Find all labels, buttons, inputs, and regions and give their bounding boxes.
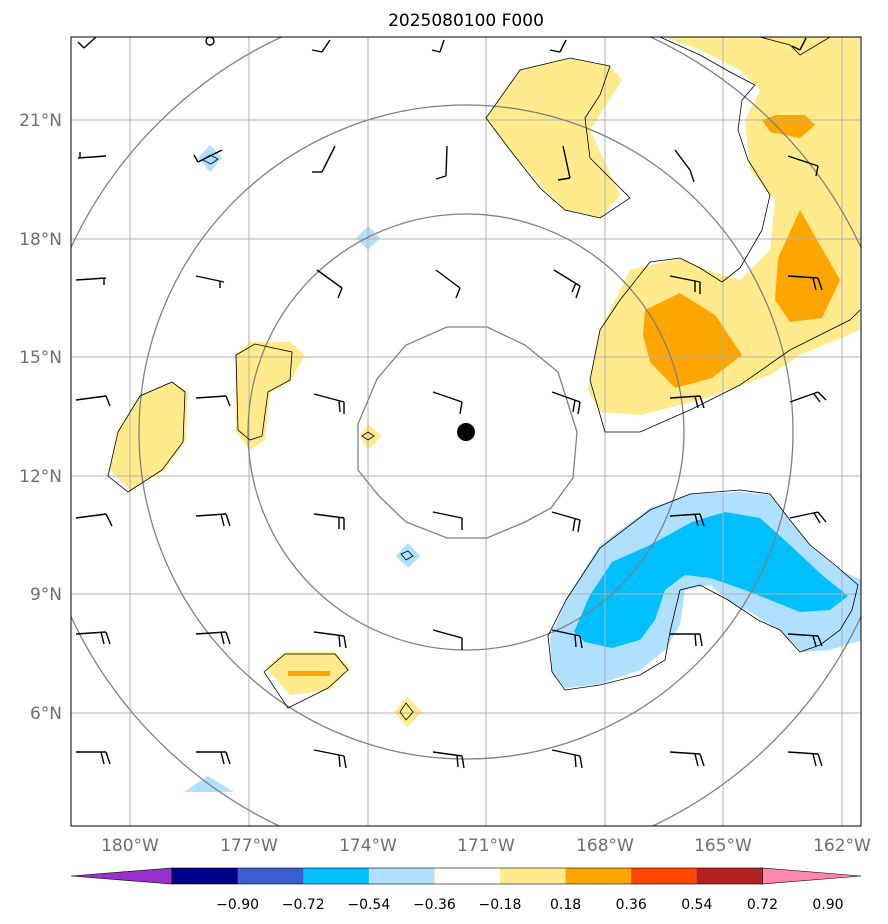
wind-barb (313, 393, 345, 414)
wind-barb (669, 395, 705, 409)
colorbar-extend-low (70, 867, 173, 885)
wind-barb (787, 751, 823, 767)
lon-label: 168°W (576, 836, 634, 856)
calm-wind-marker (205, 37, 215, 46)
negative-strong-shading (574, 512, 848, 648)
lat-lon-grid (71, 37, 861, 826)
range-ring-3 (138, 104, 794, 760)
wind-barb (549, 39, 567, 53)
wind-barb (432, 751, 465, 769)
colorbar-segment (631, 868, 698, 884)
wind-barb (75, 631, 111, 645)
colorbar-tick-label: 0.72 (747, 897, 778, 913)
wind-barb (195, 395, 231, 407)
map-frame (70, 36, 862, 827)
wind-barb (313, 513, 345, 530)
lat-label: 12°N (19, 467, 62, 487)
storm-center-marker (457, 423, 475, 441)
wind-barb (553, 269, 581, 299)
wind-barb (77, 152, 107, 159)
wind-barb (313, 749, 347, 769)
wind-barb (787, 275, 823, 291)
wind-barb (193, 149, 223, 163)
wind-barb (551, 749, 583, 769)
colorbar: −0.90 −0.72 −0.54 −0.36 −0.18 0.18 0.36 0.54 0.7… (70, 867, 862, 913)
lon-label: 180°W (101, 836, 159, 856)
colorbar-segment (434, 868, 501, 884)
wind-barb (789, 391, 827, 403)
wind-barb (432, 511, 463, 530)
lat-label: 6°N (30, 704, 62, 724)
wind-barb (312, 145, 336, 173)
lon-label: 165°W (694, 836, 752, 856)
lat-label: 18°N (19, 230, 62, 250)
colorbar-segment (368, 868, 435, 884)
colorbar-frame (171, 867, 763, 885)
lat-label: 9°N (30, 585, 62, 605)
wind-barb (195, 275, 225, 288)
wind-barb (551, 511, 581, 533)
latitude-labels: 21°N 18°N 15°N 12°N 9°N 6°N (19, 111, 62, 724)
colorbar-tick-label: −0.90 (216, 897, 259, 913)
wind-barb (787, 633, 823, 647)
wind-barb (787, 155, 819, 177)
lon-label: 171°W (457, 836, 515, 856)
lat-label: 15°N (19, 348, 62, 368)
wind-barb (432, 629, 463, 650)
wind-barb (75, 513, 113, 527)
lon-label: 162°W (813, 836, 871, 856)
range-rings (71, 37, 861, 826)
wind-barb (195, 513, 231, 527)
colorbar-segment (500, 868, 567, 884)
wind-barb (431, 39, 445, 53)
wind-barb (75, 395, 111, 407)
colorbar-tick-label: −0.54 (347, 897, 390, 913)
wind-barb (435, 145, 448, 180)
wind-barb (789, 511, 827, 524)
wind-barb (76, 751, 111, 765)
wind-barb (313, 631, 347, 649)
wind-barb (674, 149, 695, 183)
colorbar-tick-label: −0.18 (479, 897, 522, 913)
map-area (71, 37, 861, 826)
wind-barb (669, 751, 705, 767)
wind-barbs (75, 37, 827, 769)
wind-barb (311, 39, 331, 53)
lon-label: 177°W (220, 836, 278, 856)
wind-barb (669, 275, 701, 294)
colorbar-segment (303, 868, 370, 884)
wind-barb (557, 145, 571, 181)
colorbar-tick-label: 0.18 (550, 897, 581, 913)
colorbar-segment (696, 868, 763, 884)
colorbar-tick-label: 0.90 (812, 897, 843, 913)
colorbar-tick-label: −0.36 (413, 897, 456, 913)
range-ring-2 (247, 213, 685, 651)
lat-label: 21°N (19, 111, 62, 131)
wind-barb (432, 391, 463, 415)
wind-barb (77, 37, 97, 49)
wind-barb (669, 513, 705, 527)
colorbar-segment (237, 868, 304, 884)
wind-barb (195, 631, 231, 645)
map-title: 2025080100 F000 (388, 11, 544, 31)
wind-barb (551, 629, 583, 649)
wind-barb (551, 391, 581, 415)
longitude-labels: 180°W 177°W 174°W 171°W 168°W 165°W 162°… (101, 836, 871, 856)
colorbar-tick-label: −0.72 (282, 897, 325, 913)
wind-barb (196, 751, 231, 765)
lon-label: 174°W (339, 836, 397, 856)
wind-barb (435, 269, 461, 299)
positive-strong-shading (288, 115, 840, 676)
colorbar-extend-high (762, 867, 862, 885)
colorbar-segment (565, 868, 632, 884)
wind-barb (316, 269, 343, 299)
colorbar-segment (172, 868, 239, 884)
wind-barb (670, 633, 703, 647)
colorbar-tick-label: 0.36 (616, 897, 647, 913)
contour-lines (107, 37, 861, 721)
range-ring-1 (357, 326, 578, 539)
wind-barb (791, 37, 807, 51)
wind-barb (75, 277, 107, 285)
colorbar-tick-label: 0.54 (681, 897, 712, 913)
